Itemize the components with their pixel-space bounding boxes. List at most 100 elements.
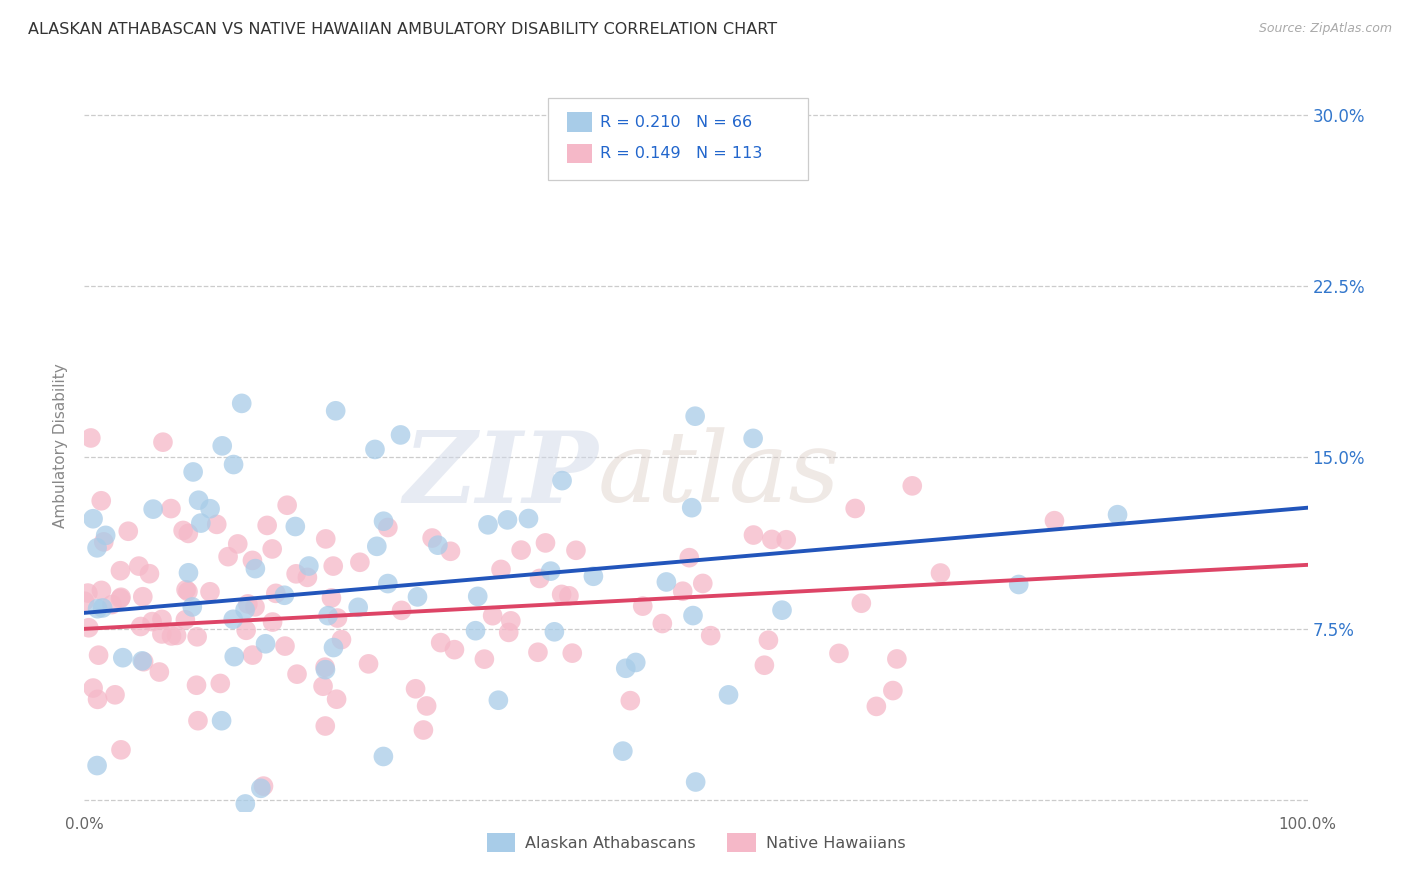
Point [177, 526, 200, 541]
Point [314, 660, 336, 674]
Point [901, 479, 924, 493]
Point [187, 493, 209, 508]
Point [209, 676, 232, 690]
Point [73, 594, 96, 608]
Text: atlas: atlas [598, 427, 841, 523]
Point [86, 692, 108, 706]
Point [90, 493, 112, 508]
Point [770, 603, 793, 617]
Point [254, 637, 277, 651]
Point [142, 502, 165, 516]
Point [672, 584, 695, 599]
Point [543, 624, 565, 639]
Point [373, 514, 395, 528]
Point [148, 665, 170, 679]
Point [285, 667, 308, 681]
Point [222, 458, 245, 472]
Point [851, 596, 873, 610]
Point [678, 550, 700, 565]
Point [681, 500, 703, 515]
Point [160, 501, 183, 516]
Point [180, 846, 202, 860]
Point [262, 615, 284, 629]
Point [314, 663, 336, 677]
Point [298, 559, 321, 574]
Point [472, 652, 495, 666]
Point [558, 589, 581, 603]
Point [174, 582, 197, 597]
Point [357, 657, 380, 671]
Point [683, 409, 706, 424]
Point [322, 640, 344, 655]
Point [276, 498, 298, 512]
Point [172, 524, 194, 538]
Point [312, 679, 335, 693]
Point [87, 648, 110, 662]
Point [499, 614, 522, 628]
Point [486, 693, 509, 707]
Point [77, 621, 100, 635]
Point [198, 584, 221, 599]
Point [111, 650, 134, 665]
Point [242, 553, 264, 567]
Point [540, 564, 562, 578]
Point [141, 615, 163, 629]
Point [717, 688, 740, 702]
Point [252, 779, 274, 793]
Point [273, 588, 295, 602]
Point [330, 632, 353, 647]
Point [128, 559, 150, 574]
Point [775, 533, 797, 547]
Point [650, 825, 672, 839]
Point [655, 574, 678, 589]
Point [322, 559, 344, 574]
Point [882, 683, 904, 698]
Point [190, 516, 212, 530]
Point [233, 797, 256, 811]
Point [1107, 508, 1129, 522]
Text: R = 0.149   N = 113: R = 0.149 N = 113 [600, 146, 762, 161]
Point [274, 639, 297, 653]
Point [742, 528, 765, 542]
Point [692, 576, 714, 591]
Point [152, 435, 174, 450]
Point [443, 642, 465, 657]
Point [297, 570, 319, 584]
Point [177, 566, 200, 580]
Point [205, 517, 228, 532]
Point [90, 583, 112, 598]
Point [489, 562, 512, 576]
Point [619, 693, 641, 707]
Point [754, 658, 776, 673]
Point [222, 612, 245, 626]
Text: ZIP: ZIP [404, 427, 598, 524]
Point [174, 613, 197, 627]
Point [614, 661, 637, 675]
Point [321, 591, 343, 605]
Point [631, 599, 654, 614]
Point [177, 584, 200, 599]
Point [211, 439, 233, 453]
Point [529, 571, 551, 585]
Point [198, 501, 221, 516]
Point [929, 566, 952, 580]
Point [150, 627, 173, 641]
Point [685, 775, 707, 789]
Text: R = 0.210   N = 66: R = 0.210 N = 66 [600, 115, 752, 129]
Point [325, 692, 347, 706]
Point [285, 566, 308, 581]
Point [389, 428, 412, 442]
Point [865, 699, 887, 714]
Point [77, 586, 100, 600]
Point [181, 465, 204, 479]
Point [498, 625, 520, 640]
Point [429, 635, 451, 649]
Point [624, 656, 647, 670]
Point [186, 630, 208, 644]
Point [391, 603, 413, 617]
Point [245, 561, 267, 575]
Point [406, 590, 429, 604]
Legend: Alaskan Athabascans, Native Hawaiians: Alaskan Athabascans, Native Hawaiians [481, 826, 911, 859]
Point [166, 628, 188, 642]
Point [373, 749, 395, 764]
